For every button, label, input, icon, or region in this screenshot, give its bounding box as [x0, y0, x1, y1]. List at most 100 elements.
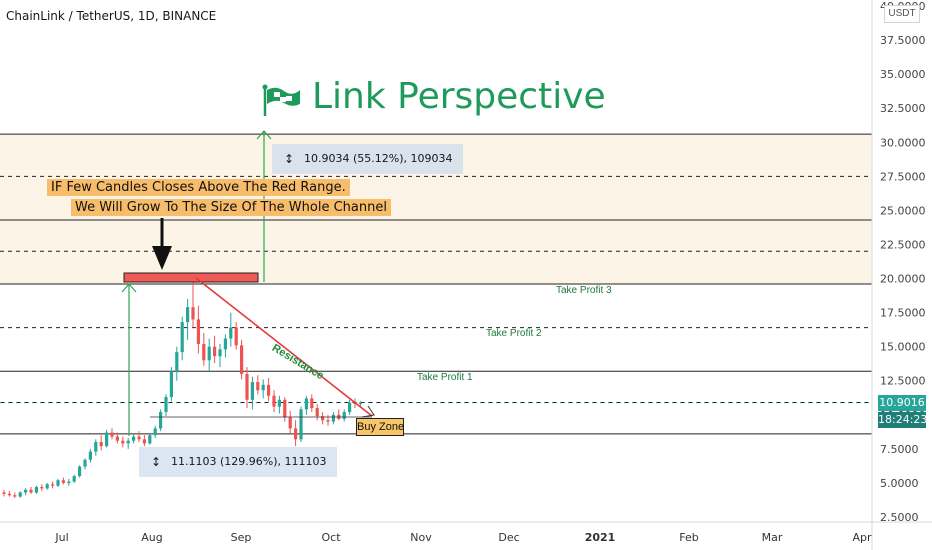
headline-text: Link Perspective [312, 76, 606, 117]
candle-body [207, 346, 211, 361]
candle-body [34, 487, 38, 493]
resistance-arrow-head [361, 405, 375, 418]
candle-body [83, 459, 87, 467]
measure-arrow-left-head [121, 283, 137, 293]
candle-body [348, 402, 352, 413]
measure-bottom: ↕ 11.1103 (129.96%), 111103 [139, 447, 337, 477]
candle-body [148, 435, 152, 444]
candle-body [142, 439, 146, 444]
candle-body [175, 352, 179, 372]
time-tick-label: Apr [852, 531, 872, 544]
measure-arrow-right-head [256, 130, 272, 140]
price-tick-label: 35.0000 [880, 68, 926, 81]
candle-body [137, 436, 141, 440]
candle-body [358, 402, 362, 404]
last-price-pill: 10.9016 [878, 395, 926, 411]
candle-body [288, 417, 292, 429]
measure-bottom-text: 11.1103 (129.96%), 111103 [171, 455, 327, 468]
price-tick-label: 15.0000 [880, 341, 926, 354]
candle-body [153, 428, 157, 436]
take-profit-1-label: Take Profit 1 [417, 372, 473, 383]
down-arrow-head [152, 246, 172, 270]
candle-body [299, 409, 303, 440]
candle-body [88, 451, 92, 460]
candle-body [256, 382, 260, 391]
candle-body [196, 319, 200, 344]
price-tick-label: 12.5000 [880, 375, 926, 388]
candle-body [331, 414, 335, 422]
candle-body [283, 399, 287, 418]
candle-body [250, 382, 254, 400]
take-profit-3-label: Take Profit 3 [556, 285, 612, 296]
candle-body [78, 466, 82, 477]
candle-body [24, 489, 28, 493]
candle-body [56, 480, 60, 486]
flag-icon [262, 84, 300, 116]
price-tick-label: 37.5000 [880, 34, 926, 47]
candle-body [2, 492, 6, 494]
candle-body [223, 338, 227, 350]
candle-body [7, 493, 11, 496]
candle-body [99, 442, 103, 447]
countdown-pill: 18:24:23 [878, 412, 928, 428]
buy-zone-box: Buy Zone [356, 418, 404, 436]
candle-body [121, 440, 125, 444]
time-tick-label: Jul [54, 531, 68, 544]
time-tick-label: Mar [762, 531, 783, 544]
price-tick-label: 30.0000 [880, 136, 926, 149]
candle-body [40, 487, 44, 489]
candle-body [29, 489, 33, 493]
candle-body [229, 327, 233, 339]
currency-button[interactable]: USDT [884, 5, 920, 23]
price-tick-label: 22.5000 [880, 238, 926, 251]
callout-line-1: IF Few Candles Closes Above The Red Rang… [47, 179, 350, 196]
candle-body [234, 327, 238, 346]
candle-body [267, 384, 271, 396]
measure-top-text: 10.9034 (55.12%), 109034 [304, 152, 453, 165]
time-tick-label: 2021 [585, 531, 616, 544]
time-tick-label: Nov [410, 531, 432, 544]
candle-body [213, 346, 217, 357]
candle-body [326, 420, 330, 422]
time-tick-label: Oct [321, 531, 341, 544]
candle-body [110, 432, 114, 437]
price-tick-label: 17.5000 [880, 307, 926, 320]
price-tick-label: 2.5000 [880, 511, 919, 524]
candle-body [186, 307, 190, 323]
callout-line-2: We Will Grow To The Size Of The Whole Ch… [71, 199, 391, 216]
candle-body [342, 412, 346, 419]
candle-body [67, 481, 71, 483]
candle-body [164, 397, 168, 413]
candle-body [321, 416, 325, 421]
candle-body [169, 371, 173, 398]
price-tick-label: 20.0000 [880, 273, 926, 286]
candle-body [310, 398, 314, 408]
candle-body [72, 476, 76, 482]
candle-body [126, 440, 130, 444]
red-range-box [123, 272, 259, 283]
price-tick-label: 27.5000 [880, 170, 926, 183]
price-tick-label: 7.5000 [880, 443, 919, 456]
candle-body [180, 322, 184, 353]
price-tick-label: 32.5000 [880, 102, 926, 115]
candle-body [94, 442, 98, 452]
candle-body [105, 432, 109, 447]
candle-body [51, 484, 55, 486]
candle-body [272, 395, 276, 407]
candle-body [240, 345, 244, 374]
candle-body [304, 398, 308, 410]
candle-body [202, 343, 206, 361]
candle-body [18, 492, 22, 497]
price-tick-label: 25.0000 [880, 204, 926, 217]
measure-icon: ↕ [151, 455, 162, 469]
candle-body [132, 436, 136, 441]
price-tick-label: 5.0000 [880, 477, 919, 490]
candle-body [61, 480, 65, 483]
candle-body [159, 412, 163, 429]
take-profit-2-label: Take Profit 2 [486, 328, 542, 339]
candle-body [13, 495, 17, 497]
measure-icon: ↕ [284, 152, 295, 166]
candle-body [261, 384, 265, 391]
candle-body [245, 373, 249, 400]
